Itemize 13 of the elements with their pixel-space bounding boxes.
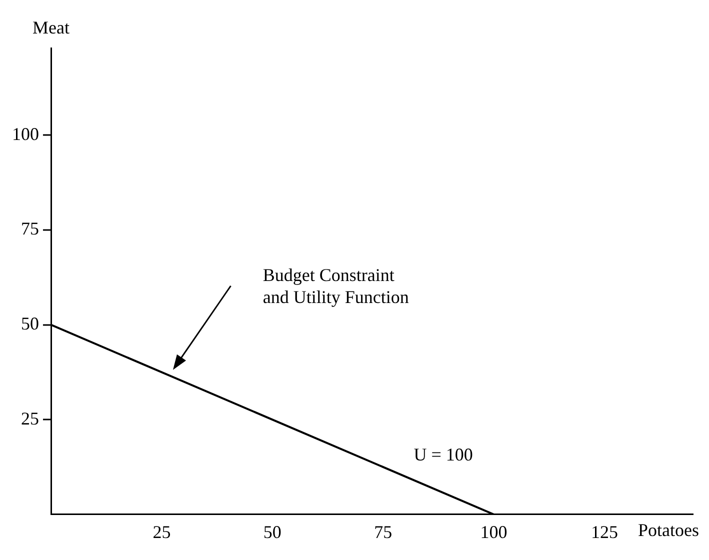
x-tick-label: 125	[590, 522, 618, 542]
x-tick-label: 75	[374, 522, 392, 542]
y-tick-label: 100	[12, 124, 39, 144]
x-tick-label: 50	[263, 522, 282, 542]
annotation: Budget Constraint and Utility Function	[262, 264, 409, 307]
y-axis-title: Meat	[32, 18, 70, 38]
x-tick-label: 100	[480, 522, 508, 542]
y-tick-label: 25	[21, 408, 39, 428]
x-axis-title: Potatoes	[638, 520, 699, 540]
y-tick-label: 50	[21, 314, 39, 334]
annotation: U = 100	[414, 444, 473, 465]
y-tick-label: 75	[21, 218, 39, 239]
x-tick-label: 25	[152, 522, 171, 542]
